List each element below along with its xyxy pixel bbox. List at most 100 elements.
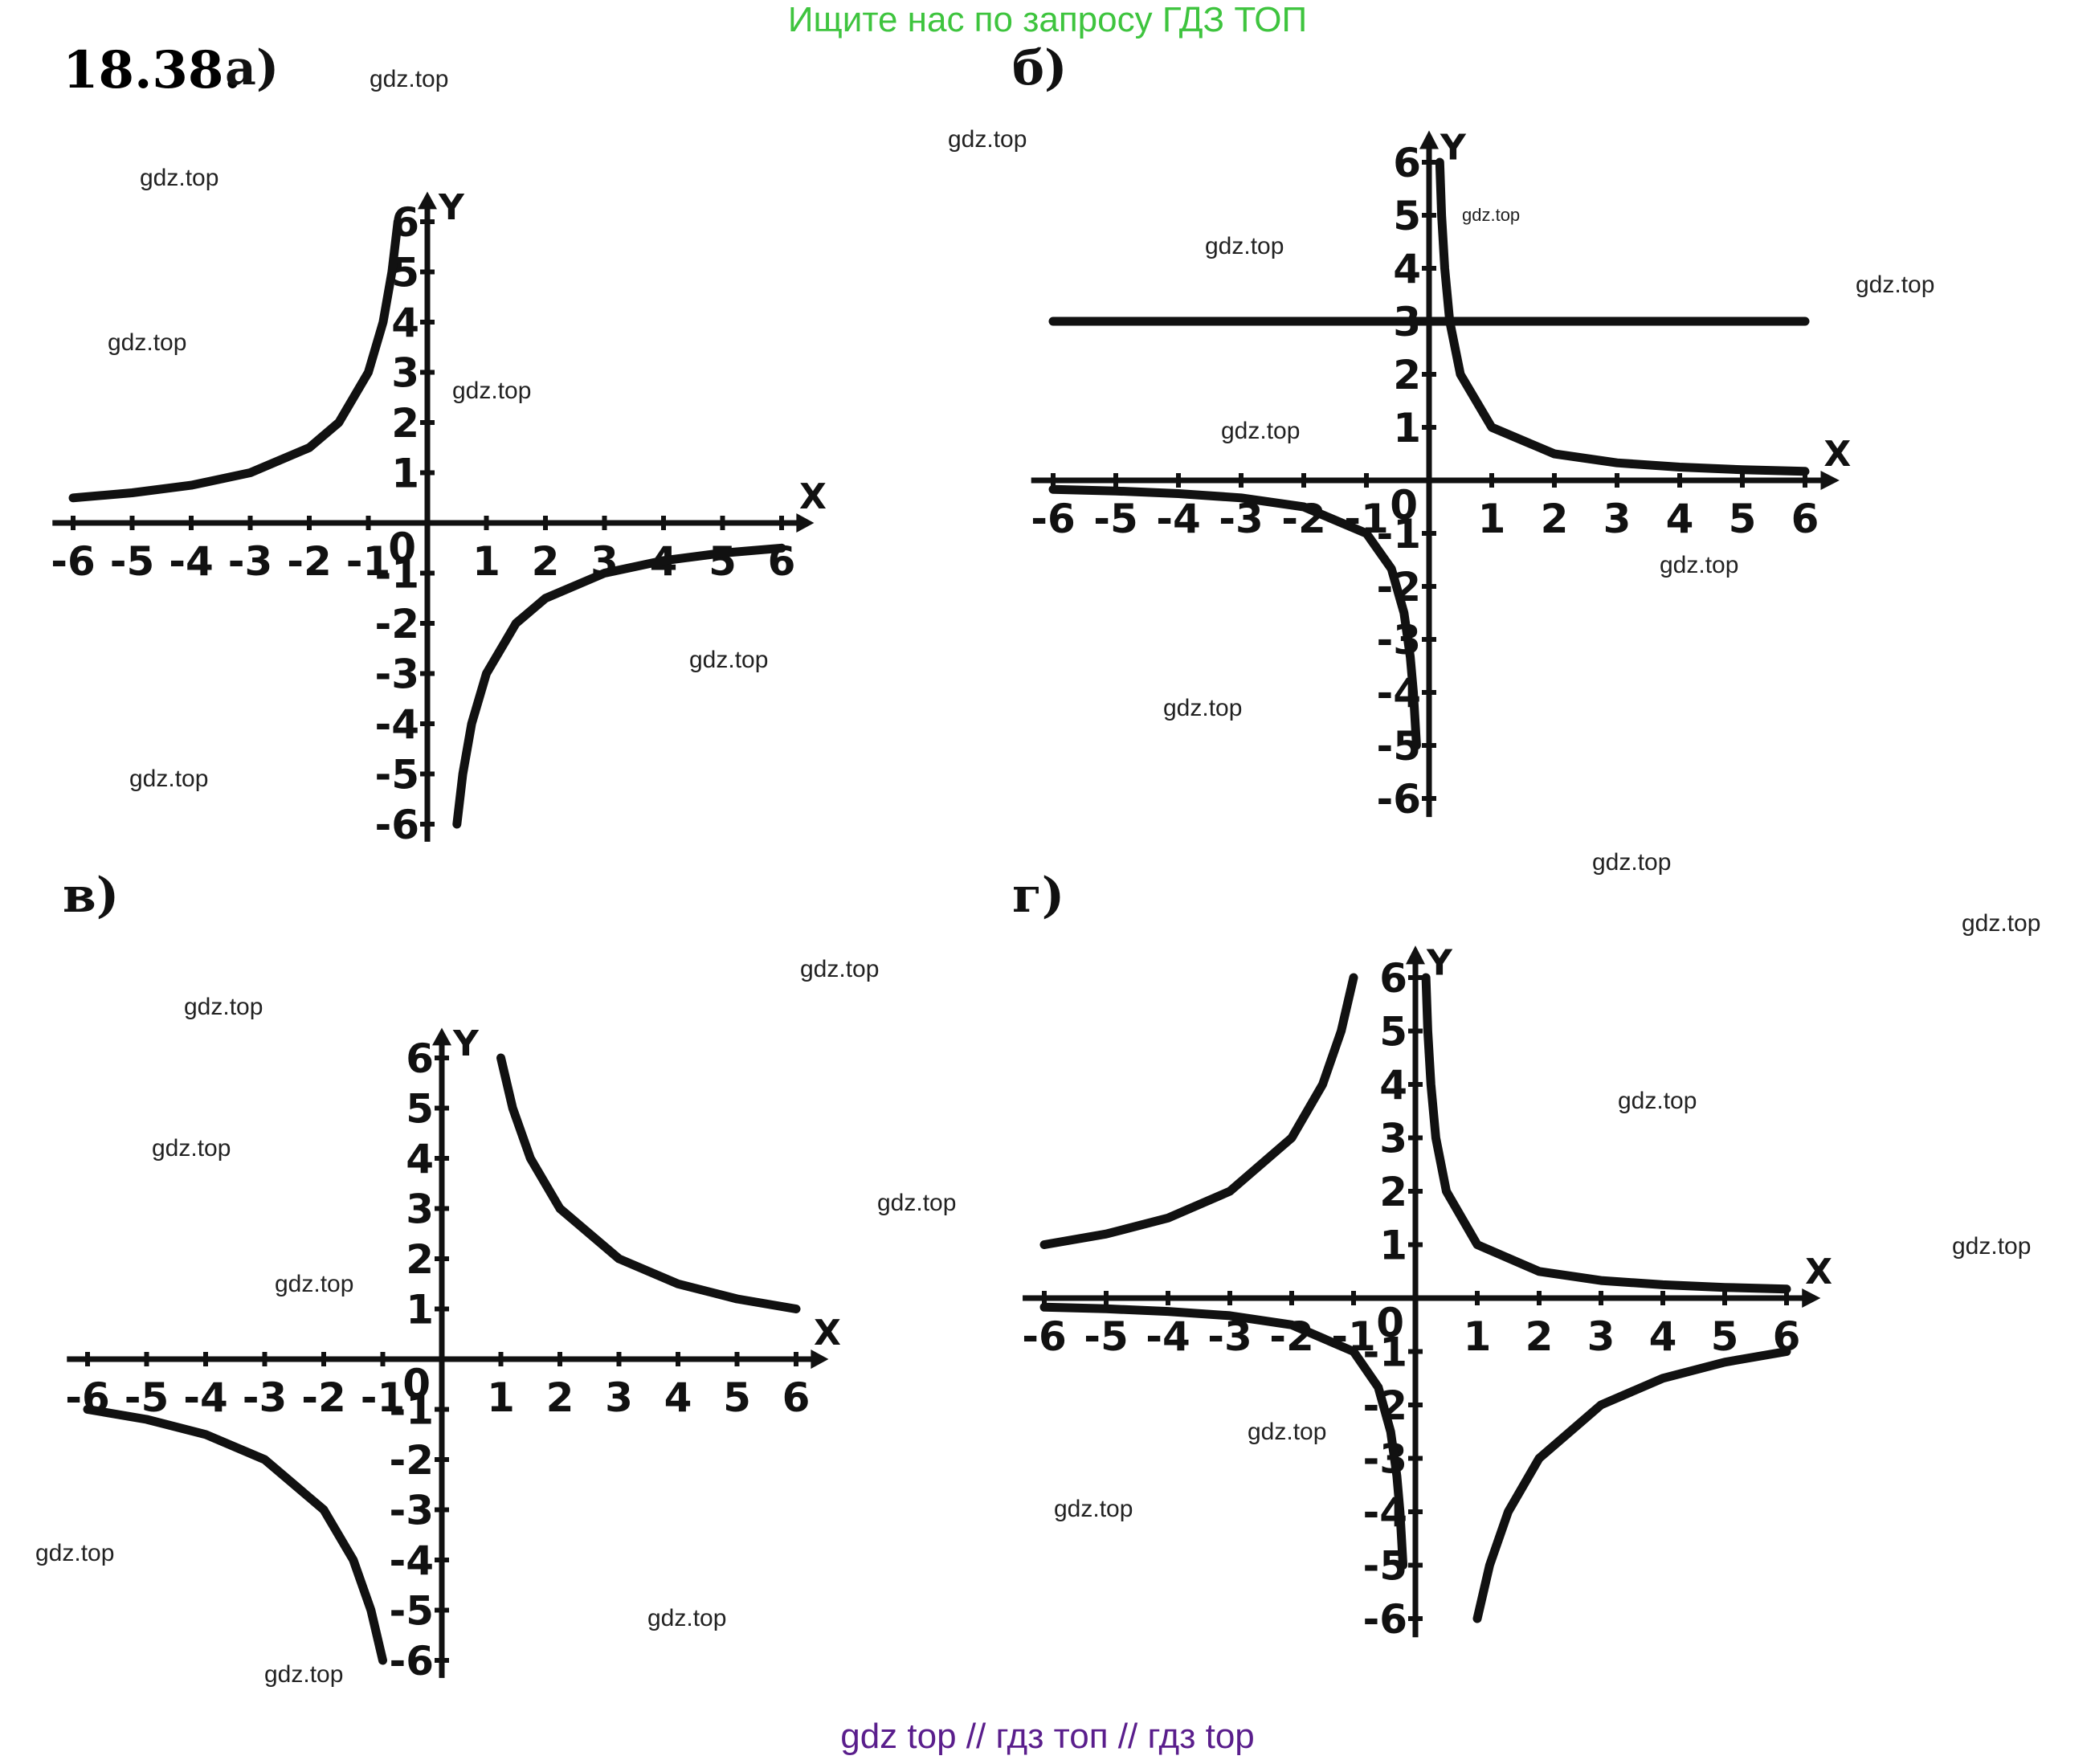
x-tick-label: -3 — [228, 538, 273, 585]
y-tick-label: -1 — [1376, 511, 1421, 557]
y-tick-label: -6 — [389, 1638, 434, 1684]
x-tick-label: 2 — [1541, 496, 1569, 542]
x-axis-arrow — [811, 1350, 829, 1369]
x-tick-label: -3 — [243, 1374, 288, 1421]
y-tick-label: -5 — [389, 1588, 434, 1635]
x-tick-label: -4 — [1156, 496, 1201, 542]
part-label-v: в) — [63, 868, 120, 924]
x-tick-label: 1 — [472, 538, 500, 585]
x-tick-label: 1 — [1478, 496, 1506, 542]
part-label-g: г) — [1012, 868, 1065, 924]
y-tick-label: -2 — [374, 601, 419, 647]
watermark: gdz.top — [877, 1190, 957, 1216]
watermark: gdz.top — [800, 956, 880, 982]
x-tick-label: -6 — [51, 538, 96, 585]
x-tick-label: 5 — [723, 1374, 751, 1421]
y-tick-label: -1 — [389, 1387, 434, 1434]
y-tick-label: 4 — [1393, 246, 1421, 292]
series-line-1 — [496, 1053, 801, 1313]
x-axis-arrow — [1802, 1288, 1821, 1308]
y-tick-label: 5 — [406, 1086, 434, 1133]
y-axis-label: Y — [1426, 943, 1453, 984]
y-axis-label: Y — [438, 187, 465, 228]
origin-label: 0 — [402, 1361, 431, 1407]
y-tick-label: 3 — [391, 350, 419, 397]
y-axis-arrow — [1406, 945, 1425, 965]
watermark: gdz.top — [647, 1605, 727, 1631]
y-tick-label: -4 — [389, 1537, 434, 1584]
x-tick-label: -6 — [1031, 496, 1076, 542]
watermark: gdz.top — [108, 329, 187, 356]
y-tick-label: 3 — [406, 1186, 434, 1233]
x-tick-label: 3 — [605, 1374, 633, 1421]
y-axis-arrow — [1419, 130, 1439, 149]
y-tick-label: 1 — [1393, 405, 1421, 451]
x-tick-label: -1 — [361, 1374, 406, 1421]
x-tick-label: 2 — [1525, 1313, 1554, 1360]
series-line-0 — [1048, 484, 1421, 750]
x-tick-label: 4 — [1666, 496, 1694, 542]
series-line-0 — [1039, 973, 1358, 1249]
y-tick-label: -3 — [389, 1488, 434, 1534]
watermark: gdz.top — [1962, 910, 2041, 937]
watermark: gdz.top — [1592, 849, 1672, 876]
x-tick-label: -5 — [1084, 1313, 1129, 1360]
x-tick-label: -2 — [287, 538, 332, 585]
watermark: gdz.top — [140, 165, 219, 191]
watermark: gdz.top — [1856, 272, 1935, 298]
watermark: gdz.top — [1248, 1419, 1327, 1445]
top-banner[interactable]: Ищите нас по запросу ГДЗ ТОП — [787, 0, 1308, 39]
y-tick-label: 2 — [406, 1236, 434, 1283]
watermark: gdz.top — [689, 647, 769, 673]
series-line-0 — [68, 217, 402, 503]
y-axis-label: Y — [452, 1023, 480, 1064]
x-tick-label: 6 — [1791, 496, 1819, 542]
y-axis-arrow — [432, 1027, 451, 1046]
y-tick-label: -6 — [374, 802, 419, 848]
x-tick-label: -6 — [1022, 1313, 1067, 1360]
y-tick-label: 1 — [1379, 1223, 1407, 1269]
y-tick-label: -3 — [374, 651, 419, 698]
watermark: gdz.top — [184, 994, 263, 1020]
origin-label: 0 — [1390, 482, 1418, 529]
x-tick-label: 5 — [1711, 1313, 1739, 1360]
y-tick-label: 6 — [1379, 955, 1407, 1002]
watermark: gdz.top — [275, 1271, 354, 1297]
watermark: gdz.top — [1952, 1233, 2032, 1260]
watermark: gdz.top — [35, 1540, 115, 1566]
x-tick-label: -4 — [183, 1374, 228, 1421]
series-line-1 — [452, 543, 786, 829]
series-line-3 — [1421, 973, 1791, 1294]
x-tick-label: 5 — [709, 538, 737, 585]
x-tick-label: -4 — [169, 538, 214, 585]
origin-label: 0 — [1376, 1300, 1404, 1346]
x-tick-label: 4 — [1649, 1313, 1677, 1360]
y-tick-label: 4 — [406, 1136, 434, 1182]
x-axis-arrow — [796, 513, 815, 533]
y-tick-label: 5 — [1379, 1009, 1407, 1056]
footer-links[interactable]: gdz top // гдз топ // гдз top — [840, 1717, 1255, 1756]
x-tick-label: -5 — [1093, 496, 1138, 542]
series-line-2 — [1039, 1302, 1408, 1570]
watermark: gdz.top — [264, 1661, 344, 1688]
y-tick-label: -6 — [1376, 776, 1421, 823]
part-label-b: б) — [1012, 40, 1068, 96]
x-tick-label: 2 — [532, 538, 560, 585]
x-tick-label: 5 — [1729, 496, 1757, 542]
x-tick-label: 3 — [1587, 1313, 1615, 1360]
origin-label: 0 — [388, 525, 416, 571]
watermark: gdz.top — [1660, 552, 1739, 578]
x-tick-label: 4 — [664, 1374, 692, 1421]
x-tick-label: 1 — [487, 1374, 515, 1421]
y-tick-label: 1 — [391, 451, 419, 497]
y-axis-arrow — [418, 191, 437, 210]
y-tick-label: 4 — [391, 300, 419, 346]
x-tick-label: 2 — [546, 1374, 574, 1421]
part-label-a: а) — [225, 40, 280, 96]
y-tick-label: 2 — [391, 400, 419, 447]
y-tick-label: 5 — [1393, 193, 1421, 239]
